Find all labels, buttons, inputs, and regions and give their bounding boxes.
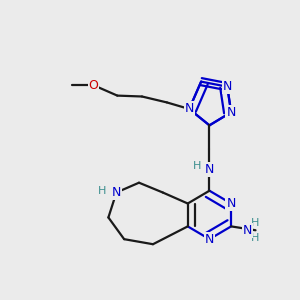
Text: N: N bbox=[184, 103, 194, 116]
Text: N: N bbox=[226, 197, 236, 210]
Text: O: O bbox=[88, 79, 98, 92]
Text: N: N bbox=[205, 164, 214, 176]
Text: N: N bbox=[226, 106, 236, 119]
Text: N: N bbox=[223, 80, 232, 93]
Text: H: H bbox=[251, 218, 260, 228]
Text: N: N bbox=[242, 224, 252, 237]
Text: H: H bbox=[251, 233, 260, 243]
Text: H: H bbox=[98, 186, 106, 196]
Text: N: N bbox=[112, 186, 121, 199]
Text: N: N bbox=[205, 233, 214, 246]
Text: H: H bbox=[194, 161, 202, 171]
